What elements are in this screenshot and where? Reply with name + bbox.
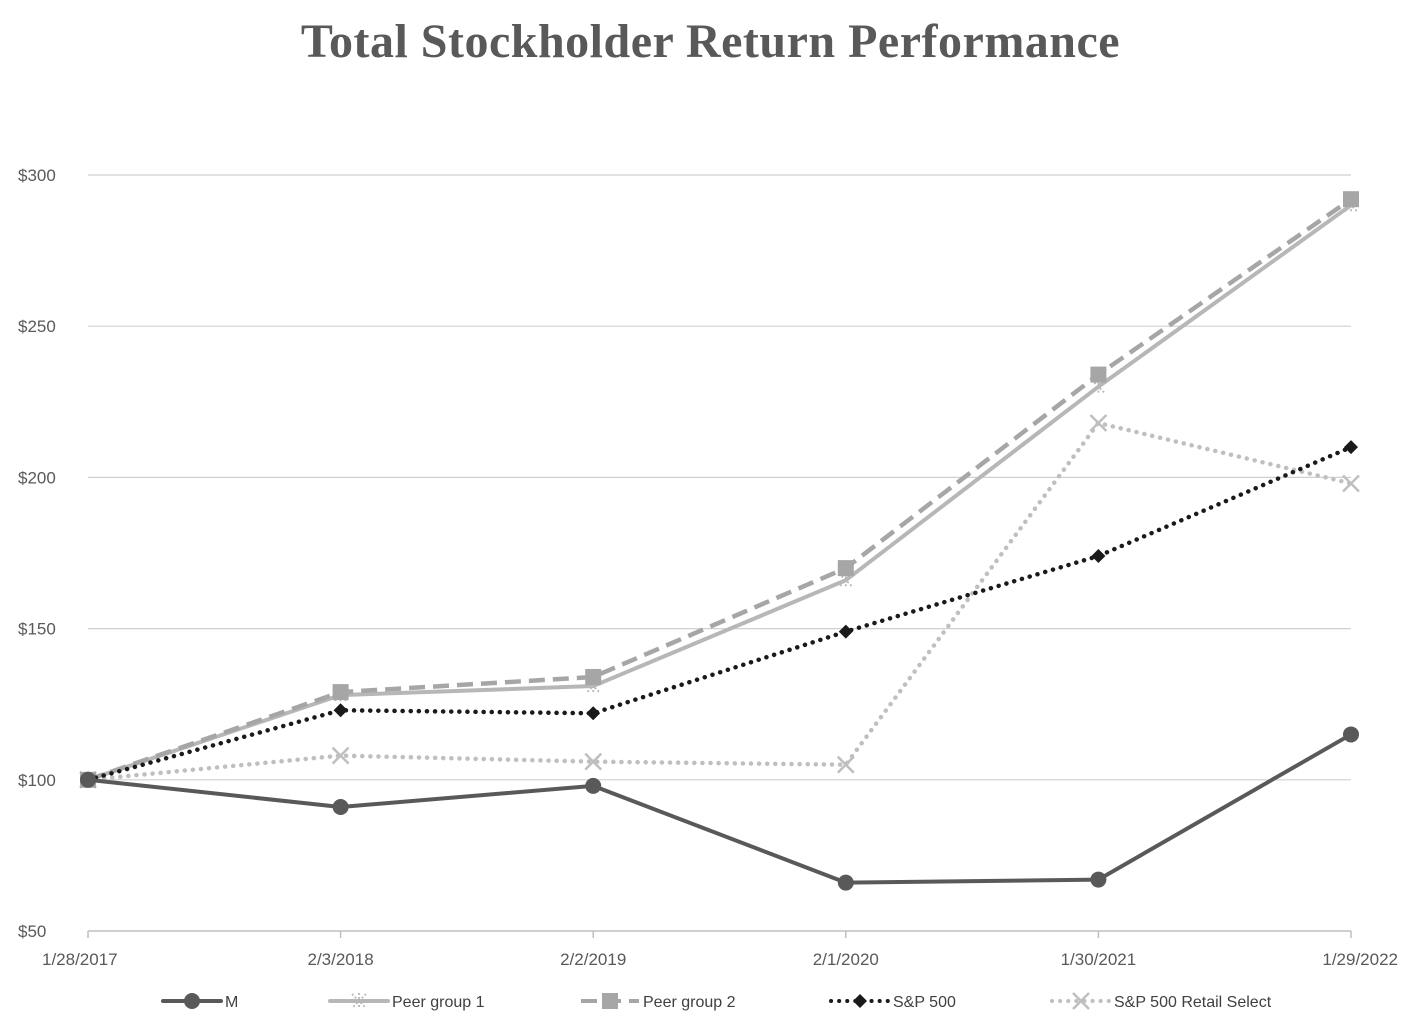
data-point bbox=[1072, 992, 1090, 1010]
data-point bbox=[184, 993, 200, 1009]
data-point bbox=[1343, 191, 1359, 208]
data-point bbox=[584, 752, 603, 771]
x-tick-label: 1/29/2022 bbox=[1322, 950, 1398, 969]
legend-label: S&P 500 Retail Select bbox=[1114, 994, 1272, 1011]
legend: M Peer group 1 Peer group 2 S&P 500 S&P 500 … bbox=[161, 992, 1272, 1011]
data-point bbox=[853, 994, 867, 1008]
data-point bbox=[585, 777, 602, 794]
data-point bbox=[1342, 474, 1360, 493]
series-5 bbox=[79, 414, 1360, 789]
x-tick-label: 2/1/2020 bbox=[813, 950, 879, 969]
data-point bbox=[602, 993, 618, 1009]
legend-label: S&P 500 bbox=[893, 994, 956, 1011]
data-point bbox=[586, 706, 601, 721]
data-point bbox=[837, 560, 854, 577]
data-point bbox=[1344, 440, 1358, 455]
data-point bbox=[331, 746, 350, 765]
data-point bbox=[836, 755, 855, 774]
data-point bbox=[585, 668, 602, 685]
data-point bbox=[585, 678, 601, 695]
chart-title: Total Stockholder Return Performance bbox=[300, 15, 1121, 68]
legend-item: Peer group 1 bbox=[328, 993, 485, 1011]
y-tick-label: $300 bbox=[18, 166, 56, 185]
series-4 bbox=[81, 440, 1358, 787]
data-point bbox=[332, 799, 349, 816]
data-point bbox=[1090, 871, 1107, 888]
y-tick-label: $250 bbox=[18, 317, 56, 336]
axes: $50 $100 $150 $200 $250 $300 1/28/2017 2/3/2018… bbox=[18, 166, 1398, 969]
series-2 bbox=[80, 197, 1359, 788]
y-tick-label: $200 bbox=[18, 468, 56, 487]
gridlines bbox=[88, 174, 1351, 781]
data-point bbox=[1090, 378, 1107, 395]
series-lines bbox=[79, 191, 1360, 891]
series-3 bbox=[80, 191, 1359, 788]
legend-item: M bbox=[161, 993, 238, 1011]
y-tick-label: $100 bbox=[18, 771, 56, 790]
series-line bbox=[85, 420, 1354, 783]
data-point bbox=[1090, 366, 1107, 383]
series-line bbox=[87, 197, 1353, 782]
x-tick-label: 1/28/2017 bbox=[42, 950, 118, 969]
series-line bbox=[86, 203, 1353, 782]
series-line bbox=[85, 444, 1354, 783]
data-point bbox=[333, 703, 348, 718]
legend-item: Peer group 2 bbox=[581, 993, 736, 1011]
data-point bbox=[838, 624, 853, 639]
series-1 bbox=[80, 726, 1359, 891]
data-point bbox=[837, 874, 854, 891]
y-tick-label: $150 bbox=[18, 620, 56, 639]
data-point bbox=[332, 684, 349, 701]
series-line bbox=[86, 732, 1353, 885]
data-point bbox=[351, 993, 367, 1009]
data-point bbox=[1343, 726, 1359, 743]
legend-item: S&P 500 Retail Select bbox=[1050, 992, 1272, 1011]
legend-label: Peer group 1 bbox=[392, 994, 485, 1011]
x-tick-label: 1/30/2021 bbox=[1061, 950, 1137, 969]
legend-label: Peer group 2 bbox=[643, 994, 736, 1011]
data-point bbox=[1089, 414, 1108, 432]
x-tick-label: 2/2/2019 bbox=[560, 950, 626, 969]
data-point bbox=[80, 771, 96, 788]
legend-label: M bbox=[225, 994, 238, 1011]
data-point bbox=[1091, 549, 1106, 564]
legend-item: S&P 500 bbox=[829, 994, 956, 1011]
y-tick-label: $50 bbox=[18, 922, 46, 941]
data-point bbox=[838, 572, 854, 589]
x-tick-label: 2/3/2018 bbox=[308, 950, 374, 969]
